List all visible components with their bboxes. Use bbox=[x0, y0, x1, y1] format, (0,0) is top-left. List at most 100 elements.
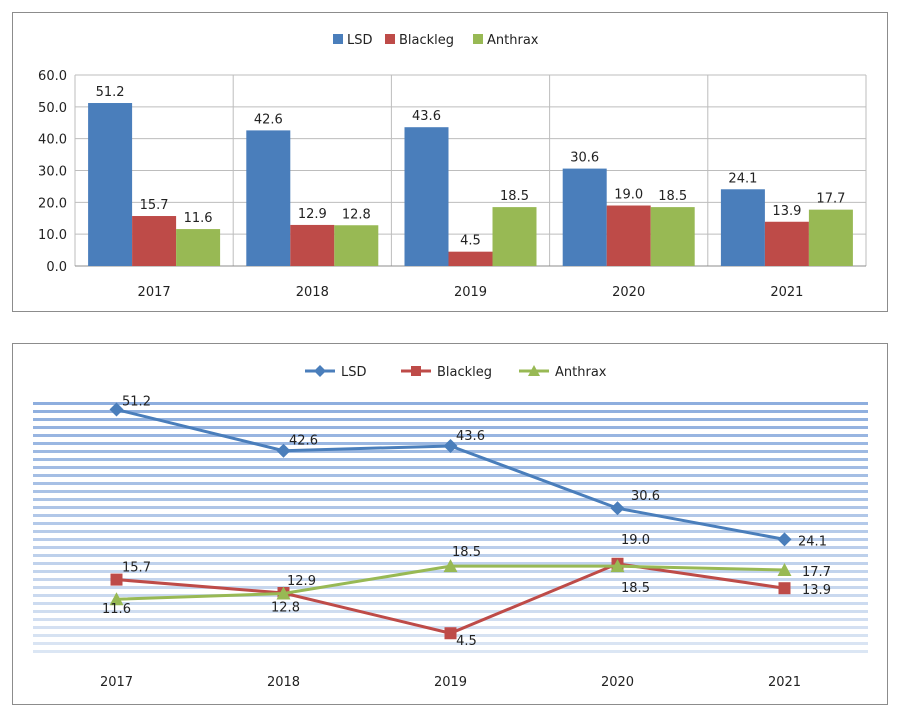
x-tick-label: 2021 bbox=[770, 285, 803, 300]
stripe bbox=[33, 498, 868, 501]
stripe bbox=[33, 402, 868, 405]
data-label: 43.6 bbox=[456, 429, 485, 444]
marker-anthrax bbox=[610, 559, 625, 573]
stripe bbox=[33, 546, 868, 549]
x-tick-label: 2019 bbox=[454, 285, 487, 300]
stripe bbox=[33, 418, 868, 421]
stripe bbox=[33, 474, 868, 477]
stripe bbox=[33, 514, 868, 517]
x-tick-label: 2019 bbox=[434, 675, 467, 690]
marker-blackleg bbox=[110, 573, 123, 586]
legend-label: Blackleg bbox=[399, 33, 454, 48]
data-label: 15.7 bbox=[140, 198, 169, 213]
x-tick-label: 2018 bbox=[267, 675, 300, 690]
data-label: 17.7 bbox=[802, 565, 831, 580]
data-label: 24.1 bbox=[798, 534, 827, 549]
data-label: 42.6 bbox=[289, 434, 318, 449]
y-tick-label: 10.0 bbox=[38, 228, 67, 243]
bar-blackleg bbox=[448, 251, 493, 266]
stripe bbox=[33, 458, 868, 461]
x-tick-label: 2021 bbox=[768, 675, 801, 690]
stripe bbox=[33, 554, 868, 557]
data-label: 51.2 bbox=[96, 85, 125, 100]
data-label: 11.6 bbox=[184, 211, 213, 226]
marker-lsd bbox=[610, 501, 625, 516]
stripe bbox=[33, 410, 868, 413]
stripe bbox=[33, 594, 868, 597]
line-chart-panel: 2017 2018 2019 2020 2021 51.2 42.6 43.6 30.6 24.1… bbox=[12, 343, 888, 705]
data-label: 12.8 bbox=[342, 207, 371, 222]
marker-lsd bbox=[443, 438, 458, 453]
bar-lsd bbox=[562, 168, 607, 266]
x-tick-label: 2020 bbox=[612, 285, 645, 300]
x-tick-label: 2020 bbox=[601, 675, 634, 690]
x-tick-label: 2017 bbox=[100, 675, 133, 690]
bar-lsd bbox=[720, 189, 765, 266]
bar-chart: 0.0 10.0 20.0 30.0 40.0 50.0 60.0 2017 51.2 15.7 1… bbox=[38, 33, 867, 300]
marker-lsd bbox=[276, 443, 291, 458]
bar-anthrax bbox=[334, 225, 379, 266]
legend-swatch-lsd bbox=[333, 34, 343, 44]
stripe bbox=[33, 466, 868, 469]
bar-blackleg bbox=[764, 221, 809, 266]
legend-label: Anthrax bbox=[555, 365, 607, 380]
stripe bbox=[33, 426, 868, 429]
bar-anthrax bbox=[492, 207, 537, 266]
data-label: 18.5 bbox=[621, 581, 650, 596]
legend-marker bbox=[411, 366, 421, 376]
marker-anthrax bbox=[276, 586, 291, 600]
bar-anthrax bbox=[650, 207, 695, 266]
marker-anthrax bbox=[443, 559, 458, 573]
plot-background bbox=[33, 402, 868, 653]
stripe bbox=[33, 586, 868, 589]
bar-lsd bbox=[88, 103, 133, 266]
stripe bbox=[33, 610, 868, 613]
data-label: 24.1 bbox=[728, 171, 757, 186]
marker-lsd bbox=[777, 532, 792, 547]
y-tick-label: 30.0 bbox=[38, 165, 67, 180]
legend-label: LSD bbox=[347, 33, 373, 48]
y-tick-label: 50.0 bbox=[38, 101, 67, 116]
data-label: 12.9 bbox=[298, 207, 327, 222]
stripe bbox=[33, 490, 868, 493]
data-label: 42.6 bbox=[254, 112, 283, 127]
data-label: 12.9 bbox=[287, 574, 316, 589]
stripe bbox=[33, 538, 868, 541]
data-label: 11.6 bbox=[102, 602, 131, 617]
bar-lsd bbox=[246, 130, 291, 266]
bar-blackleg bbox=[290, 224, 335, 266]
data-label: 15.7 bbox=[122, 561, 151, 576]
bar-blackleg bbox=[606, 205, 651, 266]
data-label: 19.0 bbox=[621, 533, 650, 548]
data-label: 30.6 bbox=[570, 151, 599, 166]
stripe bbox=[33, 522, 868, 525]
stripe bbox=[33, 482, 868, 485]
data-label: 4.5 bbox=[460, 234, 481, 249]
data-label: 13.9 bbox=[802, 583, 831, 598]
legend: LSD Blackleg Anthrax bbox=[305, 365, 607, 380]
bar-blackleg bbox=[132, 216, 177, 266]
y-tick-label: 40.0 bbox=[38, 133, 67, 148]
legend-swatch-blackleg bbox=[385, 34, 395, 44]
bar-anthrax bbox=[808, 209, 853, 266]
stripe bbox=[33, 618, 868, 621]
data-label: 18.5 bbox=[658, 189, 687, 204]
legend: LSD Blackleg Anthrax bbox=[333, 33, 539, 48]
marker-anthrax bbox=[109, 592, 124, 606]
marker-blackleg bbox=[444, 627, 457, 640]
data-label: 17.7 bbox=[816, 192, 845, 207]
data-label: 30.6 bbox=[631, 489, 660, 504]
marker-anthrax bbox=[777, 563, 792, 577]
data-label: 19.0 bbox=[614, 188, 643, 203]
stripe bbox=[33, 434, 868, 437]
data-label: 51.2 bbox=[122, 395, 151, 410]
legend-marker bbox=[528, 365, 540, 376]
legend-label: Anthrax bbox=[487, 33, 539, 48]
stripe bbox=[33, 650, 868, 653]
y-tick-label: 20.0 bbox=[38, 196, 67, 211]
data-label: 18.5 bbox=[452, 545, 481, 560]
data-label: 12.8 bbox=[271, 600, 300, 615]
marker-lsd bbox=[109, 402, 124, 417]
line-chart: 2017 2018 2019 2020 2021 51.2 42.6 43.6 30.6 24.1… bbox=[33, 365, 868, 690]
bar-chart-panel: 0.0 10.0 20.0 30.0 40.0 50.0 60.0 2017 51.2 15.7 1… bbox=[12, 12, 888, 312]
